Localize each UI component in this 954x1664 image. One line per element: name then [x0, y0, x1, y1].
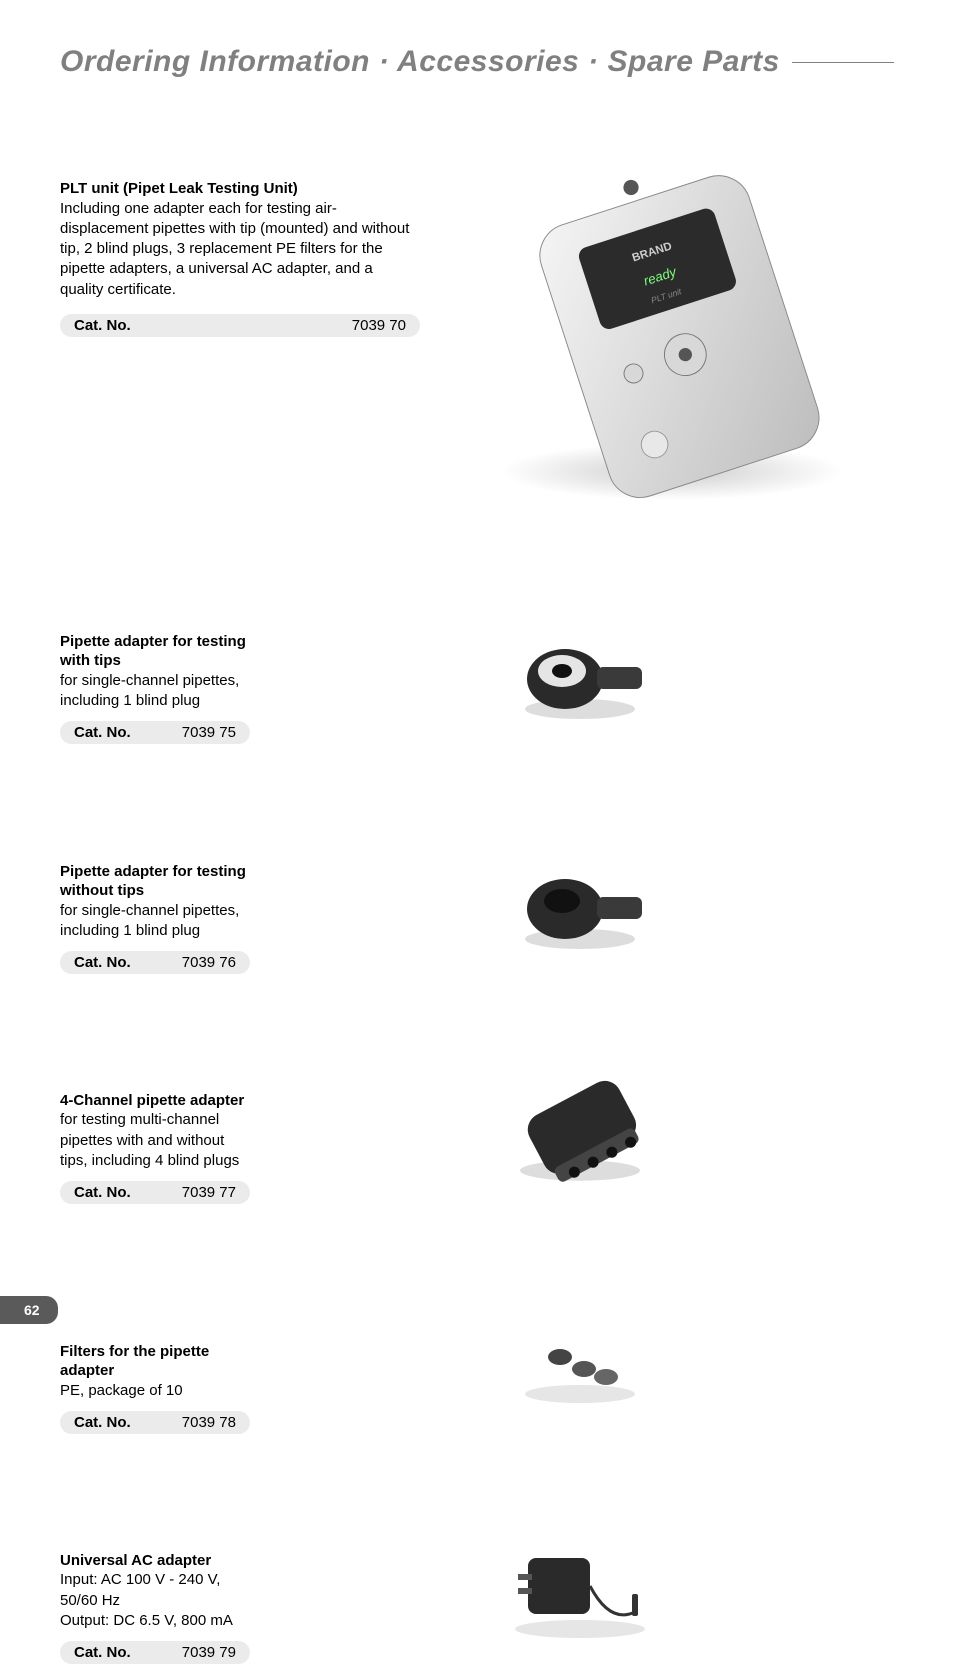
adapter-with-tips-heading: Pipette adapter for testing with tips: [60, 632, 250, 671]
adapter-with-tips-catno-row: Cat. No. 7039 75: [60, 721, 250, 744]
page-title-row: Ordering Information · Accessories · Spa…: [60, 45, 894, 79]
filters-image: [266, 1284, 894, 1434]
four-channel-heading: 4-Channel pipette adapter: [60, 1091, 250, 1111]
adapter-without-tips-body: for single-channel pipettes, including 1…: [60, 901, 250, 942]
page-number: 62: [0, 1296, 58, 1324]
catno-label: Cat. No.: [74, 1414, 131, 1431]
catno-label: Cat. No.: [74, 954, 131, 971]
adapter-without-tips-heading: Pipette adapter for testing without tips: [60, 862, 250, 901]
ac-adapter-heading: Universal AC adapter: [60, 1551, 250, 1571]
plt-catno: 7039 70: [352, 317, 406, 334]
adapter-with-tips-body: for single-channel pipettes, including 1…: [60, 671, 250, 712]
adapter-without-tips-catno-row: Cat. No. 7039 76: [60, 951, 250, 974]
plt-device-image: BRAND ready PLT unit: [450, 139, 894, 524]
plt-heading: PLT unit (Pipet Leak Testing Unit): [60, 179, 420, 199]
four-channel-body: for testing multi-channel pipettes with …: [60, 1110, 250, 1171]
four-channel-image: [266, 1054, 894, 1204]
four-channel-catno: 7039 77: [182, 1184, 236, 1201]
catno-label: Cat. No.: [74, 724, 131, 741]
ac-adapter-image: [266, 1514, 894, 1664]
adapter-with-tips-section: Pipette adapter for testing with tips fo…: [60, 594, 894, 744]
page-title: Ordering Information · Accessories · Spa…: [60, 45, 780, 79]
ac-adapter-section: Universal AC adapter Input: AC 100 V - 2…: [60, 1514, 894, 1664]
four-channel-catno-row: Cat. No. 7039 77: [60, 1181, 250, 1204]
adapter-without-tips-image: [266, 824, 894, 974]
catno-label: Cat. No.: [74, 1644, 131, 1661]
filters-heading: Filters for the pipette adapter: [60, 1342, 250, 1381]
ac-adapter-catno: 7039 79: [182, 1644, 236, 1661]
catno-label: Cat. No.: [74, 317, 131, 334]
ac-adapter-body: Input: AC 100 V - 240 V, 50/60 Hz Output…: [60, 1570, 250, 1631]
ac-adapter-catno-row: Cat. No. 7039 79: [60, 1641, 250, 1664]
plt-catno-row: Cat. No. 7039 70: [60, 314, 420, 337]
filters-catno: 7039 78: [182, 1414, 236, 1431]
filters-section: Filters for the pipette adapter PE, pack…: [60, 1284, 894, 1434]
adapter-without-tips-section: Pipette adapter for testing without tips…: [60, 824, 894, 974]
plt-section: PLT unit (Pipet Leak Testing Unit) Inclu…: [60, 179, 894, 524]
adapter-with-tips-image: [266, 594, 894, 744]
plt-body: Including one adapter each for testing a…: [60, 199, 420, 300]
adapter-without-tips-catno: 7039 76: [182, 954, 236, 971]
filters-body: PE, package of 10: [60, 1381, 250, 1401]
four-channel-section: 4-Channel pipette adapter for testing mu…: [60, 1054, 894, 1204]
catno-label: Cat. No.: [74, 1184, 131, 1201]
adapter-with-tips-catno: 7039 75: [182, 724, 236, 741]
title-rule: [792, 62, 894, 63]
filters-catno-row: Cat. No. 7039 78: [60, 1411, 250, 1434]
